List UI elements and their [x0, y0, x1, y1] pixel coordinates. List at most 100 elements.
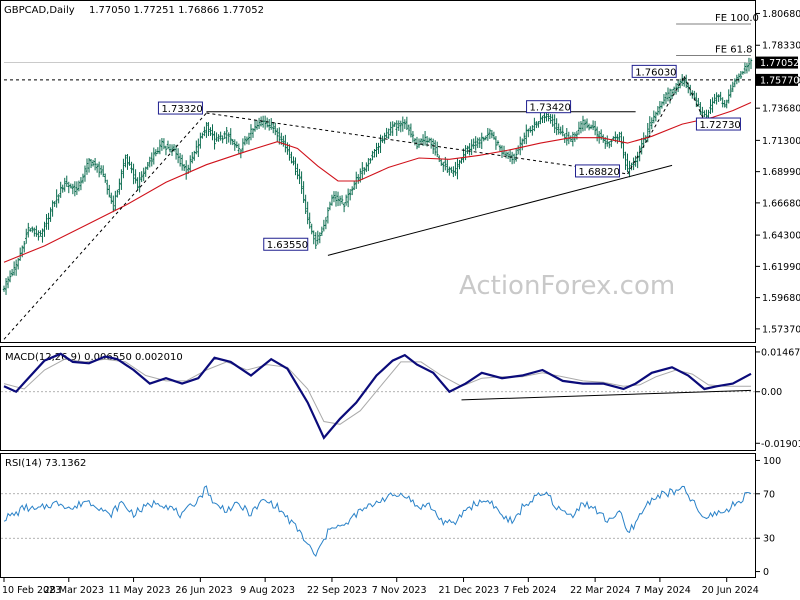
price-lines [3, 23, 752, 340]
price-bar [213, 131, 216, 150]
price-bar [49, 207, 52, 222]
price-bar [616, 134, 619, 144]
price-bar [527, 128, 530, 138]
price-y-tick-label: 1.73680 [762, 104, 800, 115]
price-bar [741, 70, 745, 75]
price-bar [456, 158, 459, 180]
moving-average-line [3, 101, 752, 263]
price-bar [112, 195, 115, 213]
price-annotations: 1.73320 1.73420 1.76030 1.72730 1.68820 1.635… [157, 13, 759, 251]
price-bar [180, 154, 184, 171]
price-bar [294, 157, 297, 176]
price-bar [154, 149, 158, 157]
price-bar [344, 194, 348, 206]
price-bar [219, 131, 222, 141]
price-bar [130, 161, 133, 174]
price-bar [745, 62, 749, 74]
macd-panel [0, 346, 756, 451]
price-bar [110, 192, 113, 204]
price-bar [405, 116, 409, 131]
price-bar [247, 132, 251, 145]
price-y-tick-label: 1.71300 [762, 136, 800, 147]
fe-label: FE 100.0 [715, 13, 759, 24]
annotation-label: 1.68820 [579, 167, 620, 178]
price-bar [523, 132, 526, 145]
rsi-y-tick-label: 0 [763, 567, 769, 578]
price-bar [274, 122, 277, 136]
price-bar [14, 259, 18, 276]
price-tag-box [756, 73, 798, 86]
x-tick-label: 21 Dec 2023 [439, 585, 500, 596]
price-bar [4, 278, 8, 295]
price-bar [170, 144, 174, 156]
price-bar [361, 162, 364, 180]
price-bar [579, 121, 583, 134]
x-tick-label: 9 Aug 2023 [240, 585, 295, 596]
price-tag-label: 1.75770 [760, 75, 799, 86]
price-bar [551, 114, 554, 127]
price-bar [628, 160, 631, 178]
price-bar [682, 76, 686, 87]
price-bar [138, 172, 141, 193]
price-bar [521, 138, 524, 151]
price-bar [514, 148, 518, 162]
price-bar [189, 155, 192, 173]
x-tick-label: 10 Feb 2023 [2, 585, 61, 596]
price-bar [8, 270, 12, 283]
price-annotation: 1.73420 [526, 100, 572, 114]
annotation-label: 1.76030 [635, 67, 676, 78]
price-bar [99, 165, 103, 175]
price-bar [531, 125, 534, 136]
support-trendline [327, 164, 673, 256]
price-bar [227, 132, 230, 143]
price-bar [245, 136, 249, 145]
price-bar [664, 91, 668, 104]
price-bar [589, 124, 593, 130]
price-y-tick-label: 1.78330 [762, 41, 800, 52]
price-bar [458, 159, 461, 170]
price-bar [442, 161, 445, 173]
dashed-trendline-middle [206, 112, 628, 175]
price-bar [197, 138, 200, 158]
price-bar [12, 261, 16, 276]
price-bar [413, 138, 417, 146]
price-bar [203, 126, 206, 137]
price-tag: 1.75770 [756, 73, 799, 86]
price-bar [231, 138, 234, 146]
price-bar [403, 119, 407, 129]
price-bar [433, 140, 437, 156]
price-bar [399, 120, 402, 133]
price-bar [395, 120, 398, 136]
price-bar [37, 230, 40, 241]
x-tick-label: 20 Jun 2024 [702, 585, 759, 596]
price-bar [272, 122, 275, 134]
price-bar [63, 177, 66, 192]
price-bar [160, 138, 164, 151]
annotation-label: 1.73420 [530, 103, 571, 114]
price-bar [417, 138, 421, 148]
price-bar [703, 110, 706, 118]
price-bar [342, 202, 346, 213]
price-bar [591, 120, 595, 131]
price-bar [326, 207, 330, 224]
price-bar [142, 167, 145, 182]
price-bar [320, 226, 324, 236]
price-bar [25, 228, 28, 244]
rsi-title: RSI(14) 73.1362 [5, 458, 86, 469]
price-bar [557, 123, 560, 135]
price-y-tick-label: 1.66680 [762, 198, 800, 209]
price-bar [136, 177, 139, 191]
macd-y-tick-label: -0.019018 [761, 439, 800, 450]
price-bar [666, 87, 670, 102]
price-bar [737, 73, 741, 83]
price-bar [57, 194, 60, 204]
price-annotation: 1.76030 [631, 64, 677, 78]
price-bar [636, 151, 639, 169]
price-bar [460, 157, 463, 164]
dashed-trendline-left [3, 112, 207, 340]
price-bar [278, 127, 281, 145]
price-bar [367, 158, 370, 172]
price-bar [120, 169, 123, 190]
price-bar [541, 115, 544, 123]
price-bar [148, 156, 151, 168]
